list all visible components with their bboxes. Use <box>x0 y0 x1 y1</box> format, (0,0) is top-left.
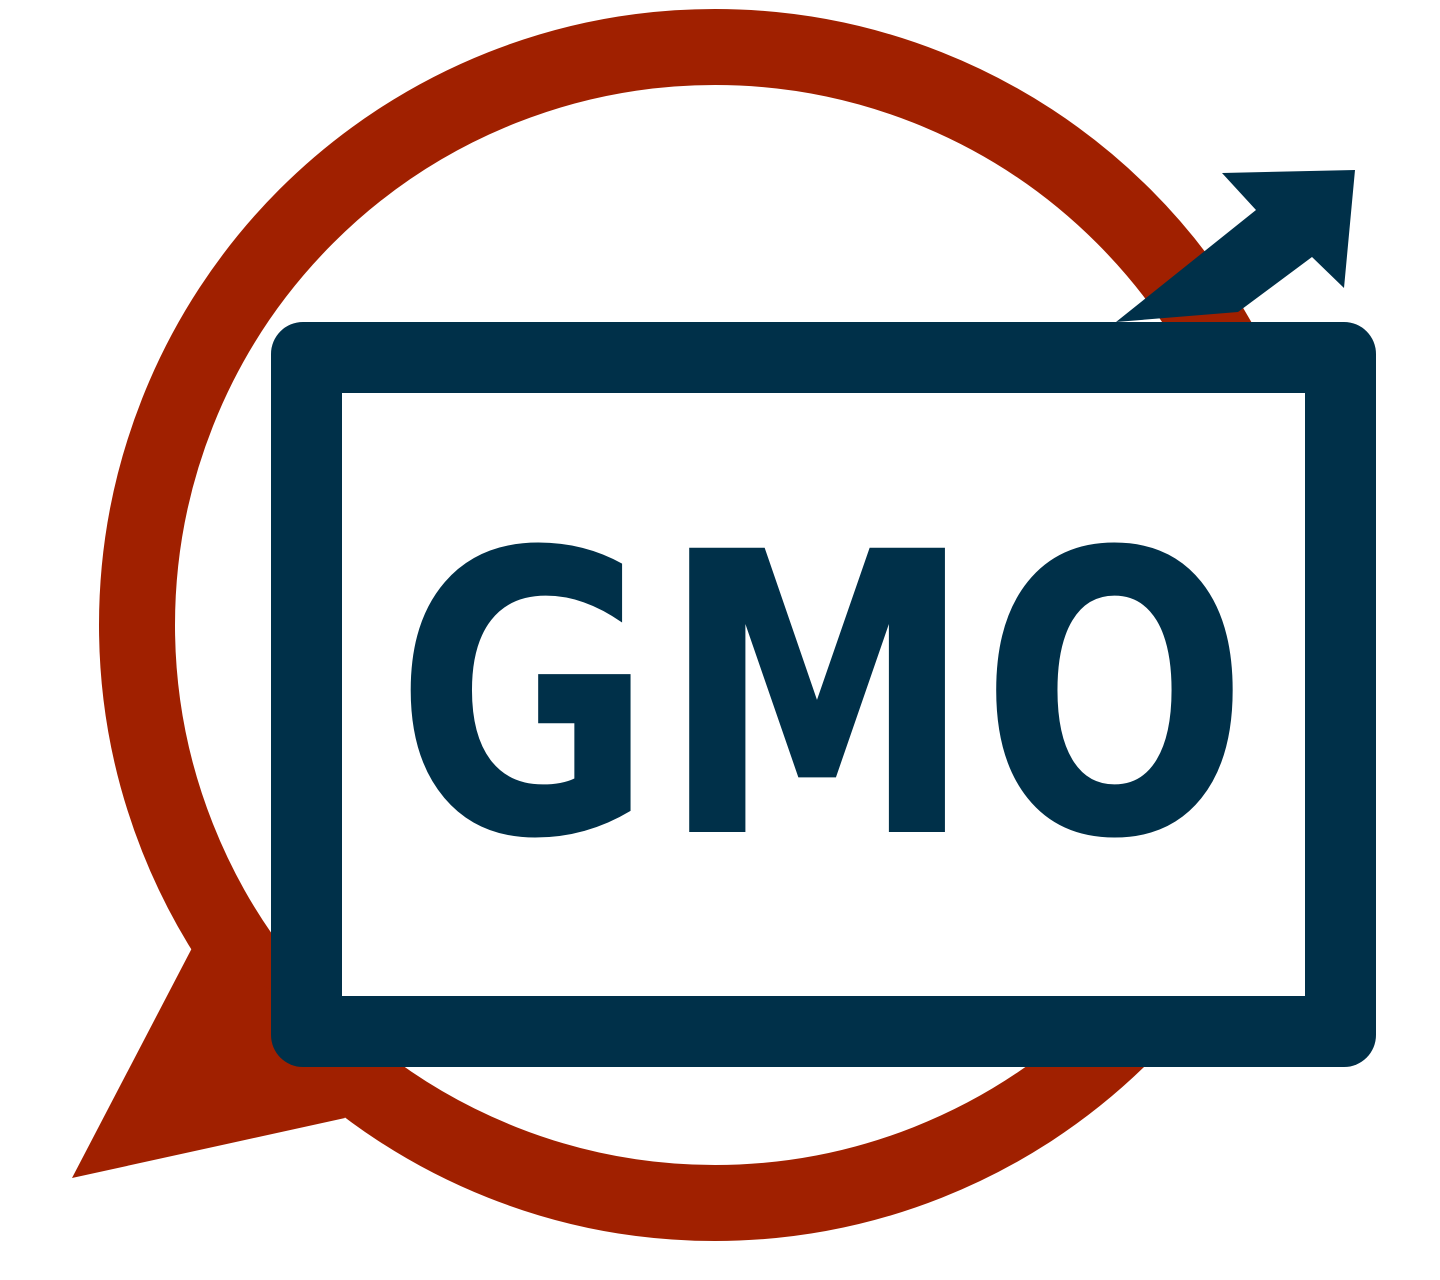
logo-text: GMO <box>395 470 1255 924</box>
